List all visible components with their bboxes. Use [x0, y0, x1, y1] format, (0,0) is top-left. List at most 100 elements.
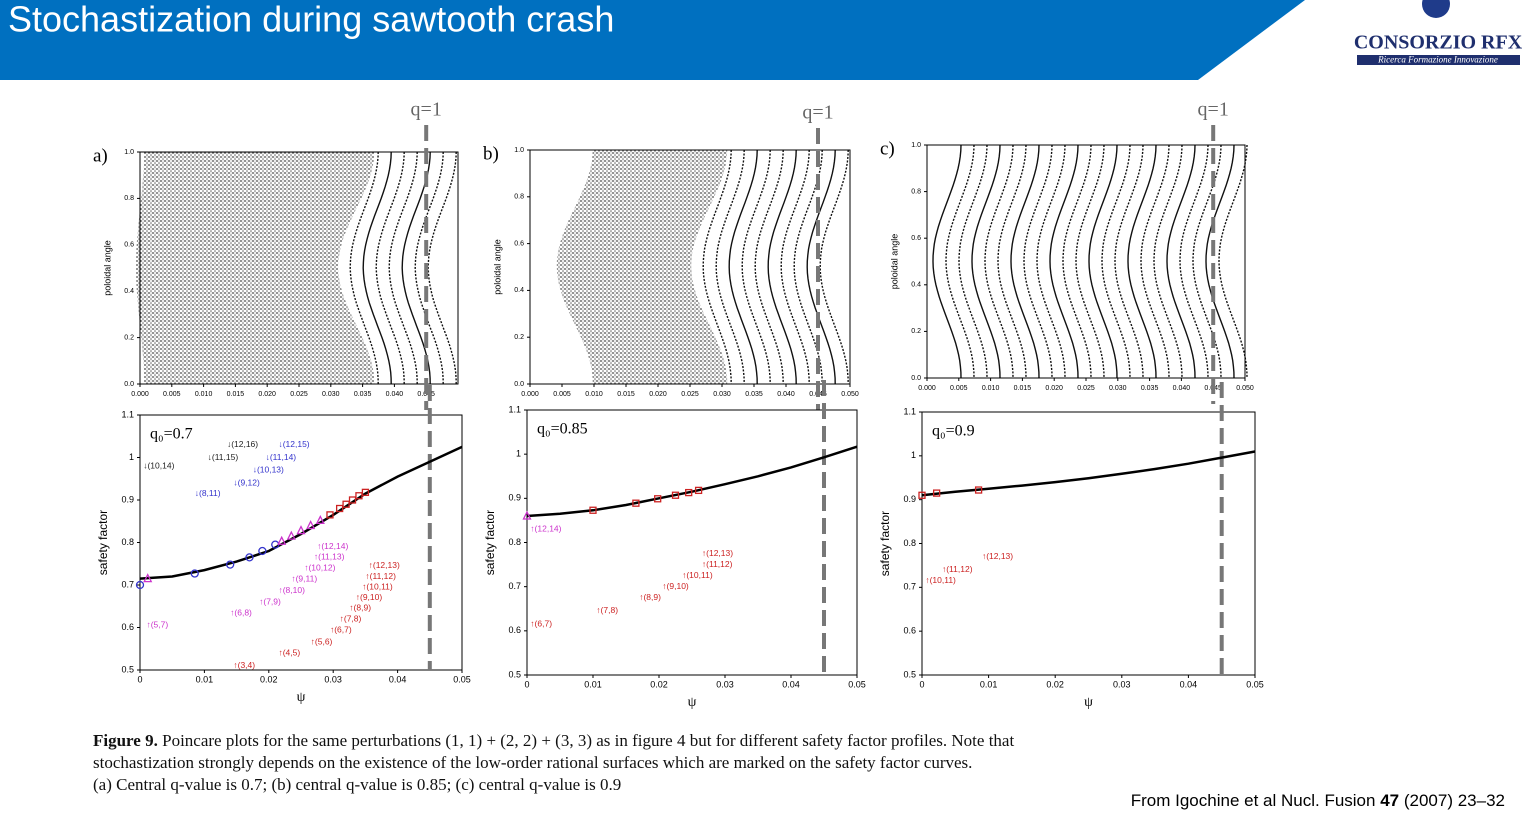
flux-surface [1036, 144, 1066, 379]
rational-label: ↑(12,14) [530, 524, 561, 534]
flux-surface [362, 151, 392, 385]
y-tick-label: 0.4 [514, 287, 524, 294]
source-suffix: (2007) 23–32 [1404, 791, 1505, 810]
x-tick-label: 0.020 [1045, 385, 1063, 392]
rational-marker [277, 535, 287, 545]
source-note: From Igochine et al Nucl. Fusion 47 (200… [1131, 791, 1505, 810]
x-tick-label: 0 [524, 679, 529, 689]
y-tick-label: 1.1 [903, 406, 916, 416]
x-tick-label: 0.02 [260, 674, 278, 684]
x-tick-label: 0 [919, 679, 924, 689]
flux-surface [427, 151, 457, 385]
rational-label: ↑(8,9) [639, 592, 661, 602]
flux-surface [997, 144, 1027, 379]
x-tick-label: 0.03 [324, 674, 342, 684]
rational-marker [654, 495, 662, 503]
y-tick-label: 1 [516, 449, 521, 459]
y-tick-label: 0.7 [508, 581, 521, 591]
plot-frame [139, 414, 463, 671]
x-tick-label: 0.000 [521, 391, 539, 398]
y-axis-label: poloidal angle [889, 234, 899, 290]
flux-surface [984, 144, 1014, 379]
rational-marker [226, 560, 235, 569]
y-tick-label: 0.0 [124, 381, 134, 388]
flux-surface [1192, 144, 1222, 379]
flux-surface [702, 149, 732, 385]
x-tick-label: 0.000 [131, 391, 149, 398]
flux-surface [401, 151, 431, 385]
safety-factor-curve [921, 450, 1256, 497]
x-tick-label: 0.02 [1046, 679, 1064, 689]
flux-surface [414, 151, 444, 385]
x-axis-label: ψ [688, 695, 697, 710]
y-tick-label: 0.0 [514, 381, 524, 388]
rational-marker [286, 530, 296, 540]
y-tick-label: 0.6 [903, 626, 916, 636]
rational-marker [135, 580, 145, 590]
poincare-texture [556, 149, 849, 385]
x-tick-label: 0.025 [290, 391, 308, 398]
flux-surface [1140, 144, 1170, 379]
rational-label: ↑(8,10) [278, 585, 305, 595]
x-tick-label: 0.035 [1141, 385, 1159, 392]
x-axis-label: ψ [1084, 695, 1093, 710]
x-tick-label: 0.035 [354, 391, 372, 398]
rational-label: ↓(10,14) [143, 460, 174, 470]
flux-surface [958, 144, 988, 379]
poincare-texture [136, 151, 457, 385]
x-tick-label: 0.05 [453, 674, 471, 684]
x-tick-label: 0.050 [841, 391, 859, 398]
rational-label: ↑(11,13) [314, 552, 345, 562]
y-tick-label: 0.5 [508, 669, 521, 679]
x-tick-label: 0.015 [227, 391, 245, 398]
x-tick-label: 0.04 [389, 674, 407, 684]
x-tick-label: 0.005 [950, 385, 968, 392]
x-tick-label: 0.01 [584, 679, 602, 689]
rational-label: ↑(6,8) [230, 608, 252, 618]
flux-surface [793, 149, 823, 385]
y-tick-label: 0.9 [903, 494, 916, 504]
x-tick-label: 0.040 [777, 391, 795, 398]
x-tick-label: 0.030 [322, 391, 340, 398]
x-axis-label: ψ [297, 690, 306, 705]
safety-factor-curve [526, 445, 858, 518]
x-tick-label: 0.045 [417, 391, 435, 398]
plot-frame [526, 409, 858, 676]
rational-label: ↑(12,13) [369, 560, 400, 570]
rational-label: ↓(12,16) [227, 439, 258, 449]
flux-surface [1218, 144, 1248, 379]
rational-label: ↑(7,9) [259, 596, 281, 606]
rational-marker [685, 488, 693, 497]
rational-marker [326, 511, 334, 519]
flux-surface [819, 149, 849, 385]
x-tick-label: 0.04 [782, 679, 800, 689]
chaotic-region [136, 152, 375, 384]
caption-label: Figure 9. [93, 731, 158, 750]
rational-label: ↑(4,5) [278, 647, 300, 657]
flux-surface [1010, 144, 1040, 379]
source-prefix: From Igochine et al Nucl. Fusion [1131, 791, 1376, 810]
chaotic-region [556, 150, 728, 384]
rational-marker [335, 504, 344, 513]
rational-marker [671, 491, 680, 499]
source-volume: 47 [1380, 791, 1399, 810]
x-tick-label: 0.040 [1173, 385, 1191, 392]
plot-frame [921, 411, 1256, 676]
rational-label: ↑(5,7) [146, 620, 168, 630]
rational-marker [342, 500, 350, 508]
x-tick-label: 0.010 [982, 385, 1000, 392]
y-tick-label: 1.1 [121, 409, 134, 419]
flux-surface [728, 149, 758, 385]
y-tick-label: 0.8 [121, 537, 134, 547]
rational-marker [361, 488, 370, 497]
q0-label: q₀=0.7 [150, 426, 193, 443]
flux-surface [780, 149, 810, 385]
caption: Figure 9. Poincare plots for the same pe… [93, 731, 1014, 794]
flux-surface [1205, 144, 1235, 379]
rational-label: ↑(6,7) [530, 618, 552, 628]
x-tick-label: 0.005 [163, 391, 181, 398]
plot-frame [926, 144, 1246, 379]
flux-surface [932, 144, 962, 379]
